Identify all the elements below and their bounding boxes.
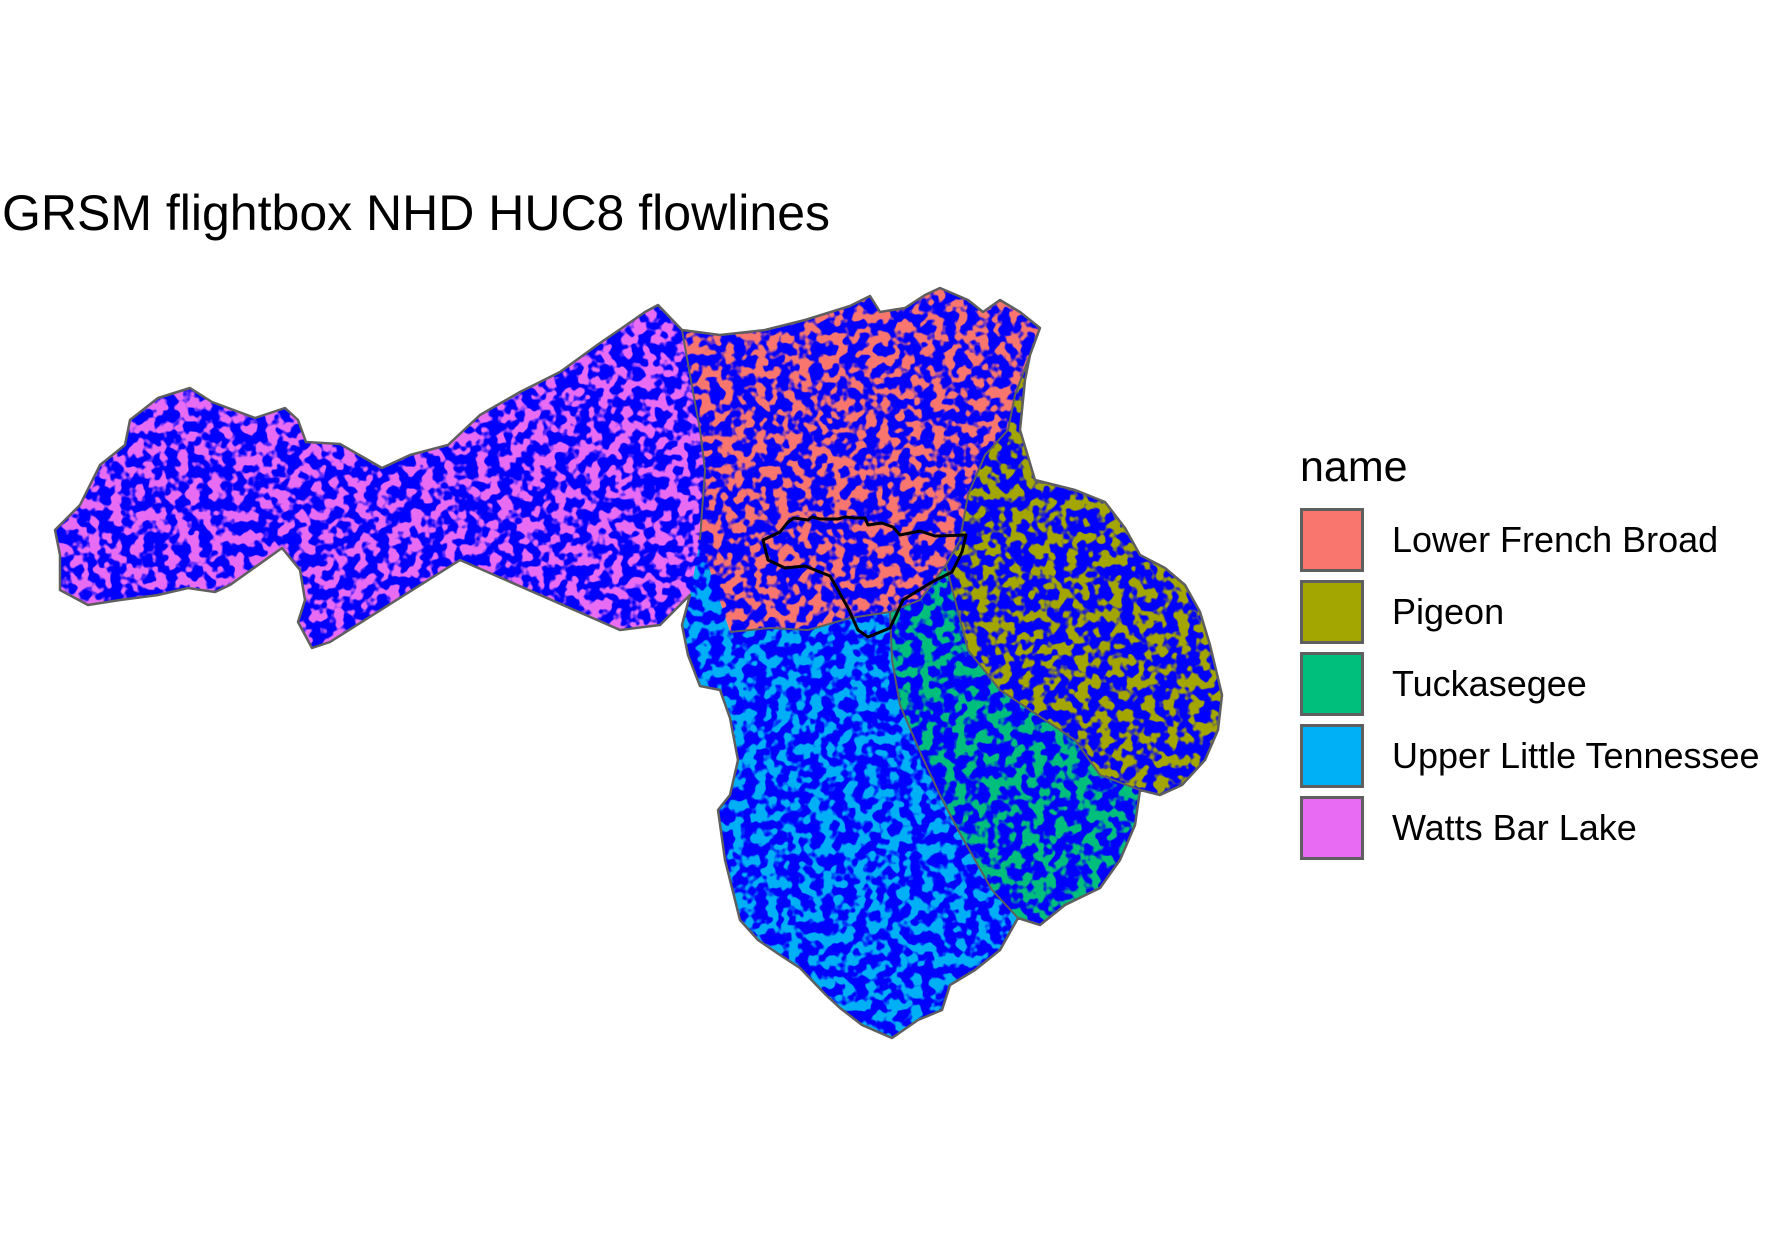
legend-key: [1300, 724, 1364, 788]
legend-label: Tuckasegee: [1392, 663, 1587, 704]
legend-key: [1300, 580, 1364, 644]
legend-key: [1300, 796, 1364, 860]
legend-title: name: [1300, 443, 1408, 491]
legend-label: Upper Little Tennessee: [1392, 735, 1760, 776]
legend-item-pigeon: Pigeon: [1300, 576, 1760, 648]
legend-item-watts-bar-lake: Watts Bar Lake: [1300, 792, 1760, 864]
map-title: GRSM flightbox NHD HUC8 flowlines: [2, 185, 831, 241]
legend: name Lower French Broad Pigeon Tuckasege…: [1300, 443, 1760, 864]
legend-label: Pigeon: [1392, 591, 1505, 632]
legend-label: Watts Bar Lake: [1392, 807, 1637, 848]
flowlines-network: [55, 288, 1222, 1038]
legend-key: [1300, 508, 1364, 572]
huc-internal-boundaries: [681, 329, 1141, 919]
legend-item-upper-little-tennessee: Upper Little Tennessee: [1300, 720, 1760, 792]
legend-label: Lower French Broad: [1392, 519, 1719, 560]
flightbox-outline: [761, 515, 968, 639]
legend-item-tuckasegee: Tuckasegee: [1300, 648, 1760, 720]
legend-key: [1300, 652, 1364, 716]
legend-item-lower-french-broad: Lower French Broad: [1300, 504, 1760, 576]
watershed-outline: [53, 286, 1224, 1040]
